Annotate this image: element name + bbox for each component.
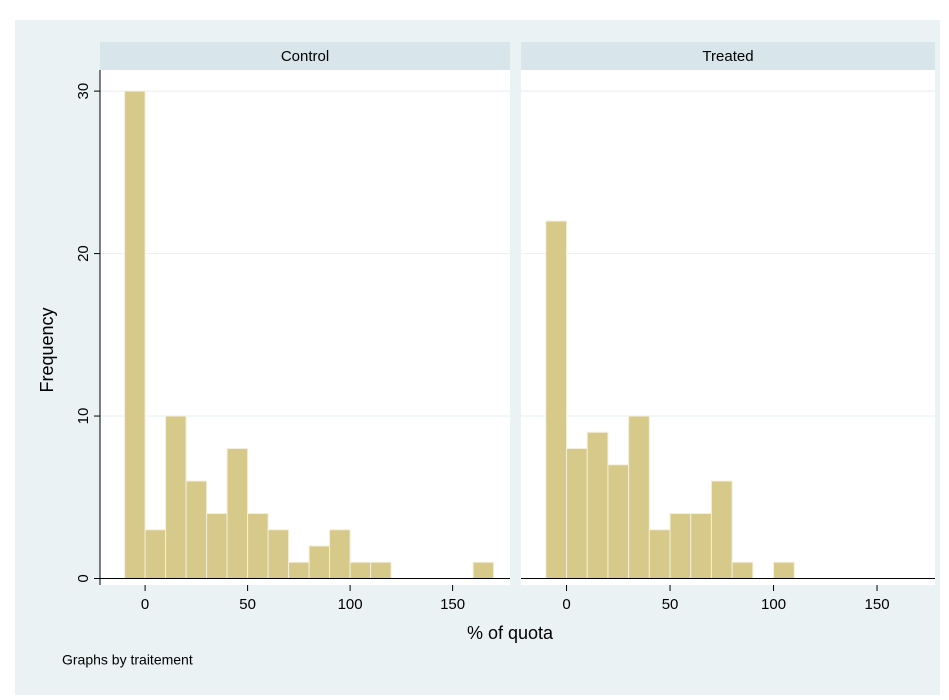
bar	[247, 513, 269, 580]
bar	[329, 529, 351, 580]
panel-header	[100, 42, 510, 70]
bar	[669, 513, 692, 580]
bar	[731, 561, 754, 580]
y-tick-label: 30	[75, 83, 92, 100]
x-tick-label: 50	[239, 596, 256, 613]
x-tick-label: 0	[562, 596, 570, 613]
x-tick-label: 0	[141, 596, 149, 613]
bar	[472, 561, 495, 580]
bar	[267, 529, 290, 580]
panel-title: Control	[281, 48, 329, 65]
bar	[206, 513, 228, 580]
x-tick-label: 50	[662, 596, 679, 613]
x-tick-label: 100	[761, 596, 786, 613]
y-tick-label: 10	[75, 408, 92, 425]
y-tick-label: 20	[75, 245, 92, 262]
bar	[226, 448, 249, 580]
bar	[710, 480, 733, 580]
x-axis-title: % of quota	[467, 623, 554, 643]
bar	[370, 561, 392, 580]
panel-header	[521, 42, 935, 70]
bar	[349, 561, 372, 580]
bar	[308, 545, 331, 580]
y-tick-label: 0	[75, 574, 92, 582]
bar	[648, 529, 671, 580]
bar	[586, 431, 609, 580]
bar	[566, 448, 588, 580]
x-tick-label: 150	[865, 596, 890, 613]
bar	[288, 561, 310, 580]
bar	[690, 513, 712, 580]
bar	[124, 90, 146, 580]
y-axis-title: Frequency	[37, 307, 57, 392]
bar	[165, 415, 187, 580]
panel-title: Treated	[702, 48, 753, 65]
bar	[144, 529, 167, 580]
bar	[185, 480, 208, 580]
plot-area	[100, 70, 510, 585]
bar	[773, 561, 795, 580]
x-tick-label: 100	[338, 596, 363, 613]
bar	[545, 220, 568, 580]
bar	[607, 464, 630, 580]
bar	[628, 415, 650, 580]
note: Graphs by traitement	[62, 652, 193, 668]
x-tick-label: 150	[440, 596, 465, 613]
